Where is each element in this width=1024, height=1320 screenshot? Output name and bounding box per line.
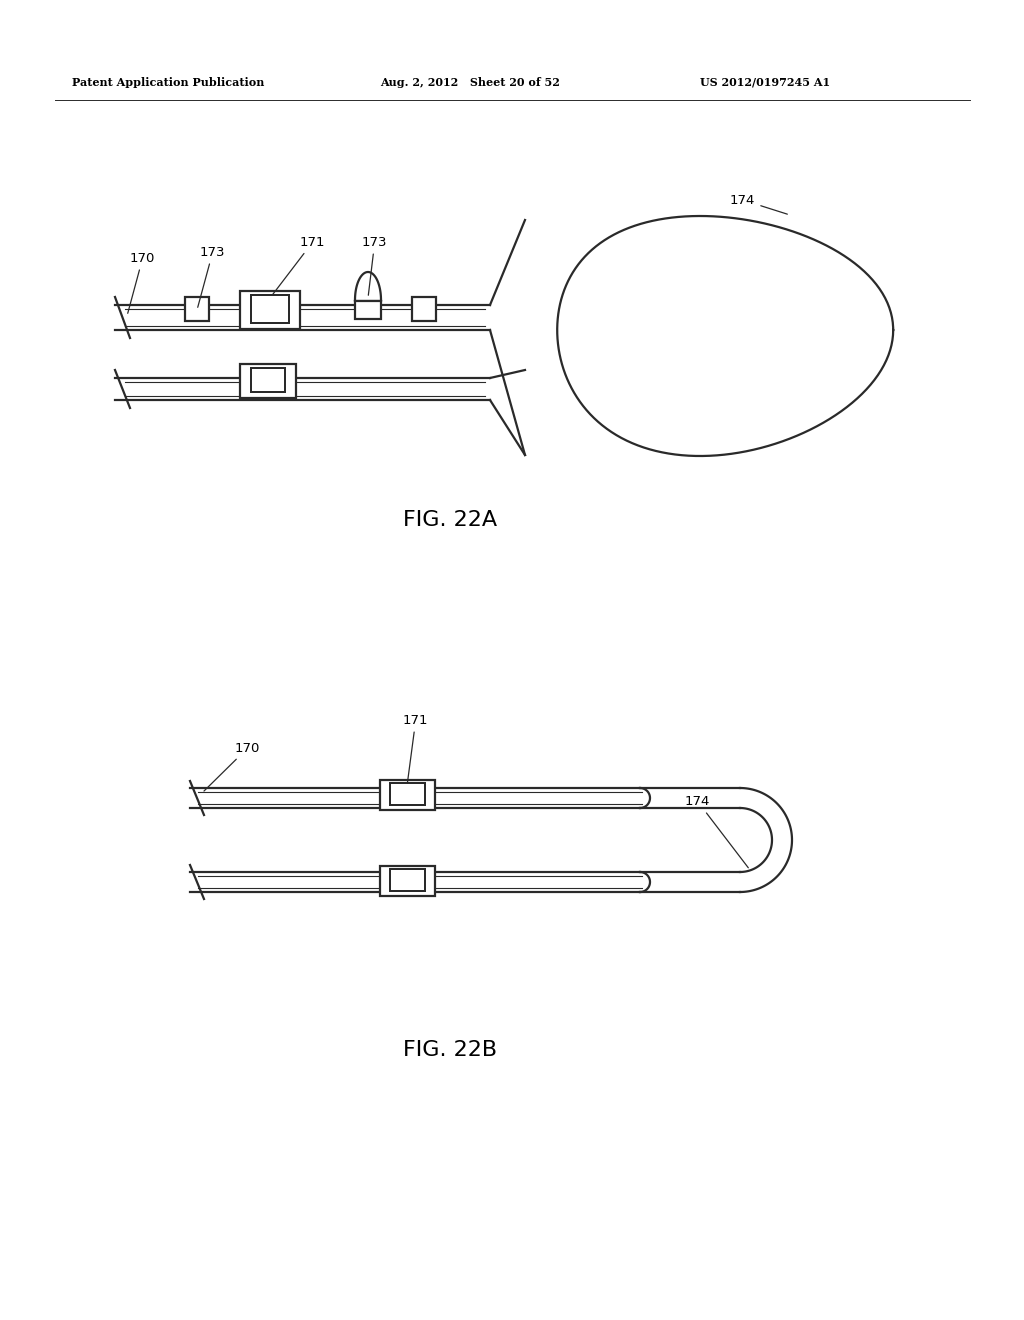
Bar	[412, 297, 436, 321]
Text: Patent Application Publication: Patent Application Publication	[72, 77, 264, 87]
Text: 171: 171	[271, 235, 326, 296]
Text: US 2012/0197245 A1: US 2012/0197245 A1	[700, 77, 830, 87]
Text: 174: 174	[730, 194, 787, 214]
Text: FIG. 22B: FIG. 22B	[402, 1040, 497, 1060]
Text: 174: 174	[685, 795, 749, 867]
Bar	[355, 301, 381, 319]
Bar	[251, 368, 285, 392]
Text: 170: 170	[204, 742, 260, 791]
Bar	[380, 780, 435, 810]
Text: Aug. 2, 2012   Sheet 20 of 52: Aug. 2, 2012 Sheet 20 of 52	[380, 77, 560, 87]
Text: 173: 173	[198, 246, 225, 308]
Text: 171: 171	[403, 714, 428, 783]
Bar	[390, 783, 425, 805]
Bar	[185, 297, 209, 321]
Bar	[240, 364, 296, 399]
Bar	[380, 866, 435, 896]
Text: 170: 170	[128, 252, 156, 313]
Bar	[251, 294, 289, 323]
Bar	[240, 290, 300, 329]
Text: FIG. 22A: FIG. 22A	[402, 510, 497, 531]
Bar	[390, 869, 425, 891]
Text: 173: 173	[362, 235, 387, 296]
